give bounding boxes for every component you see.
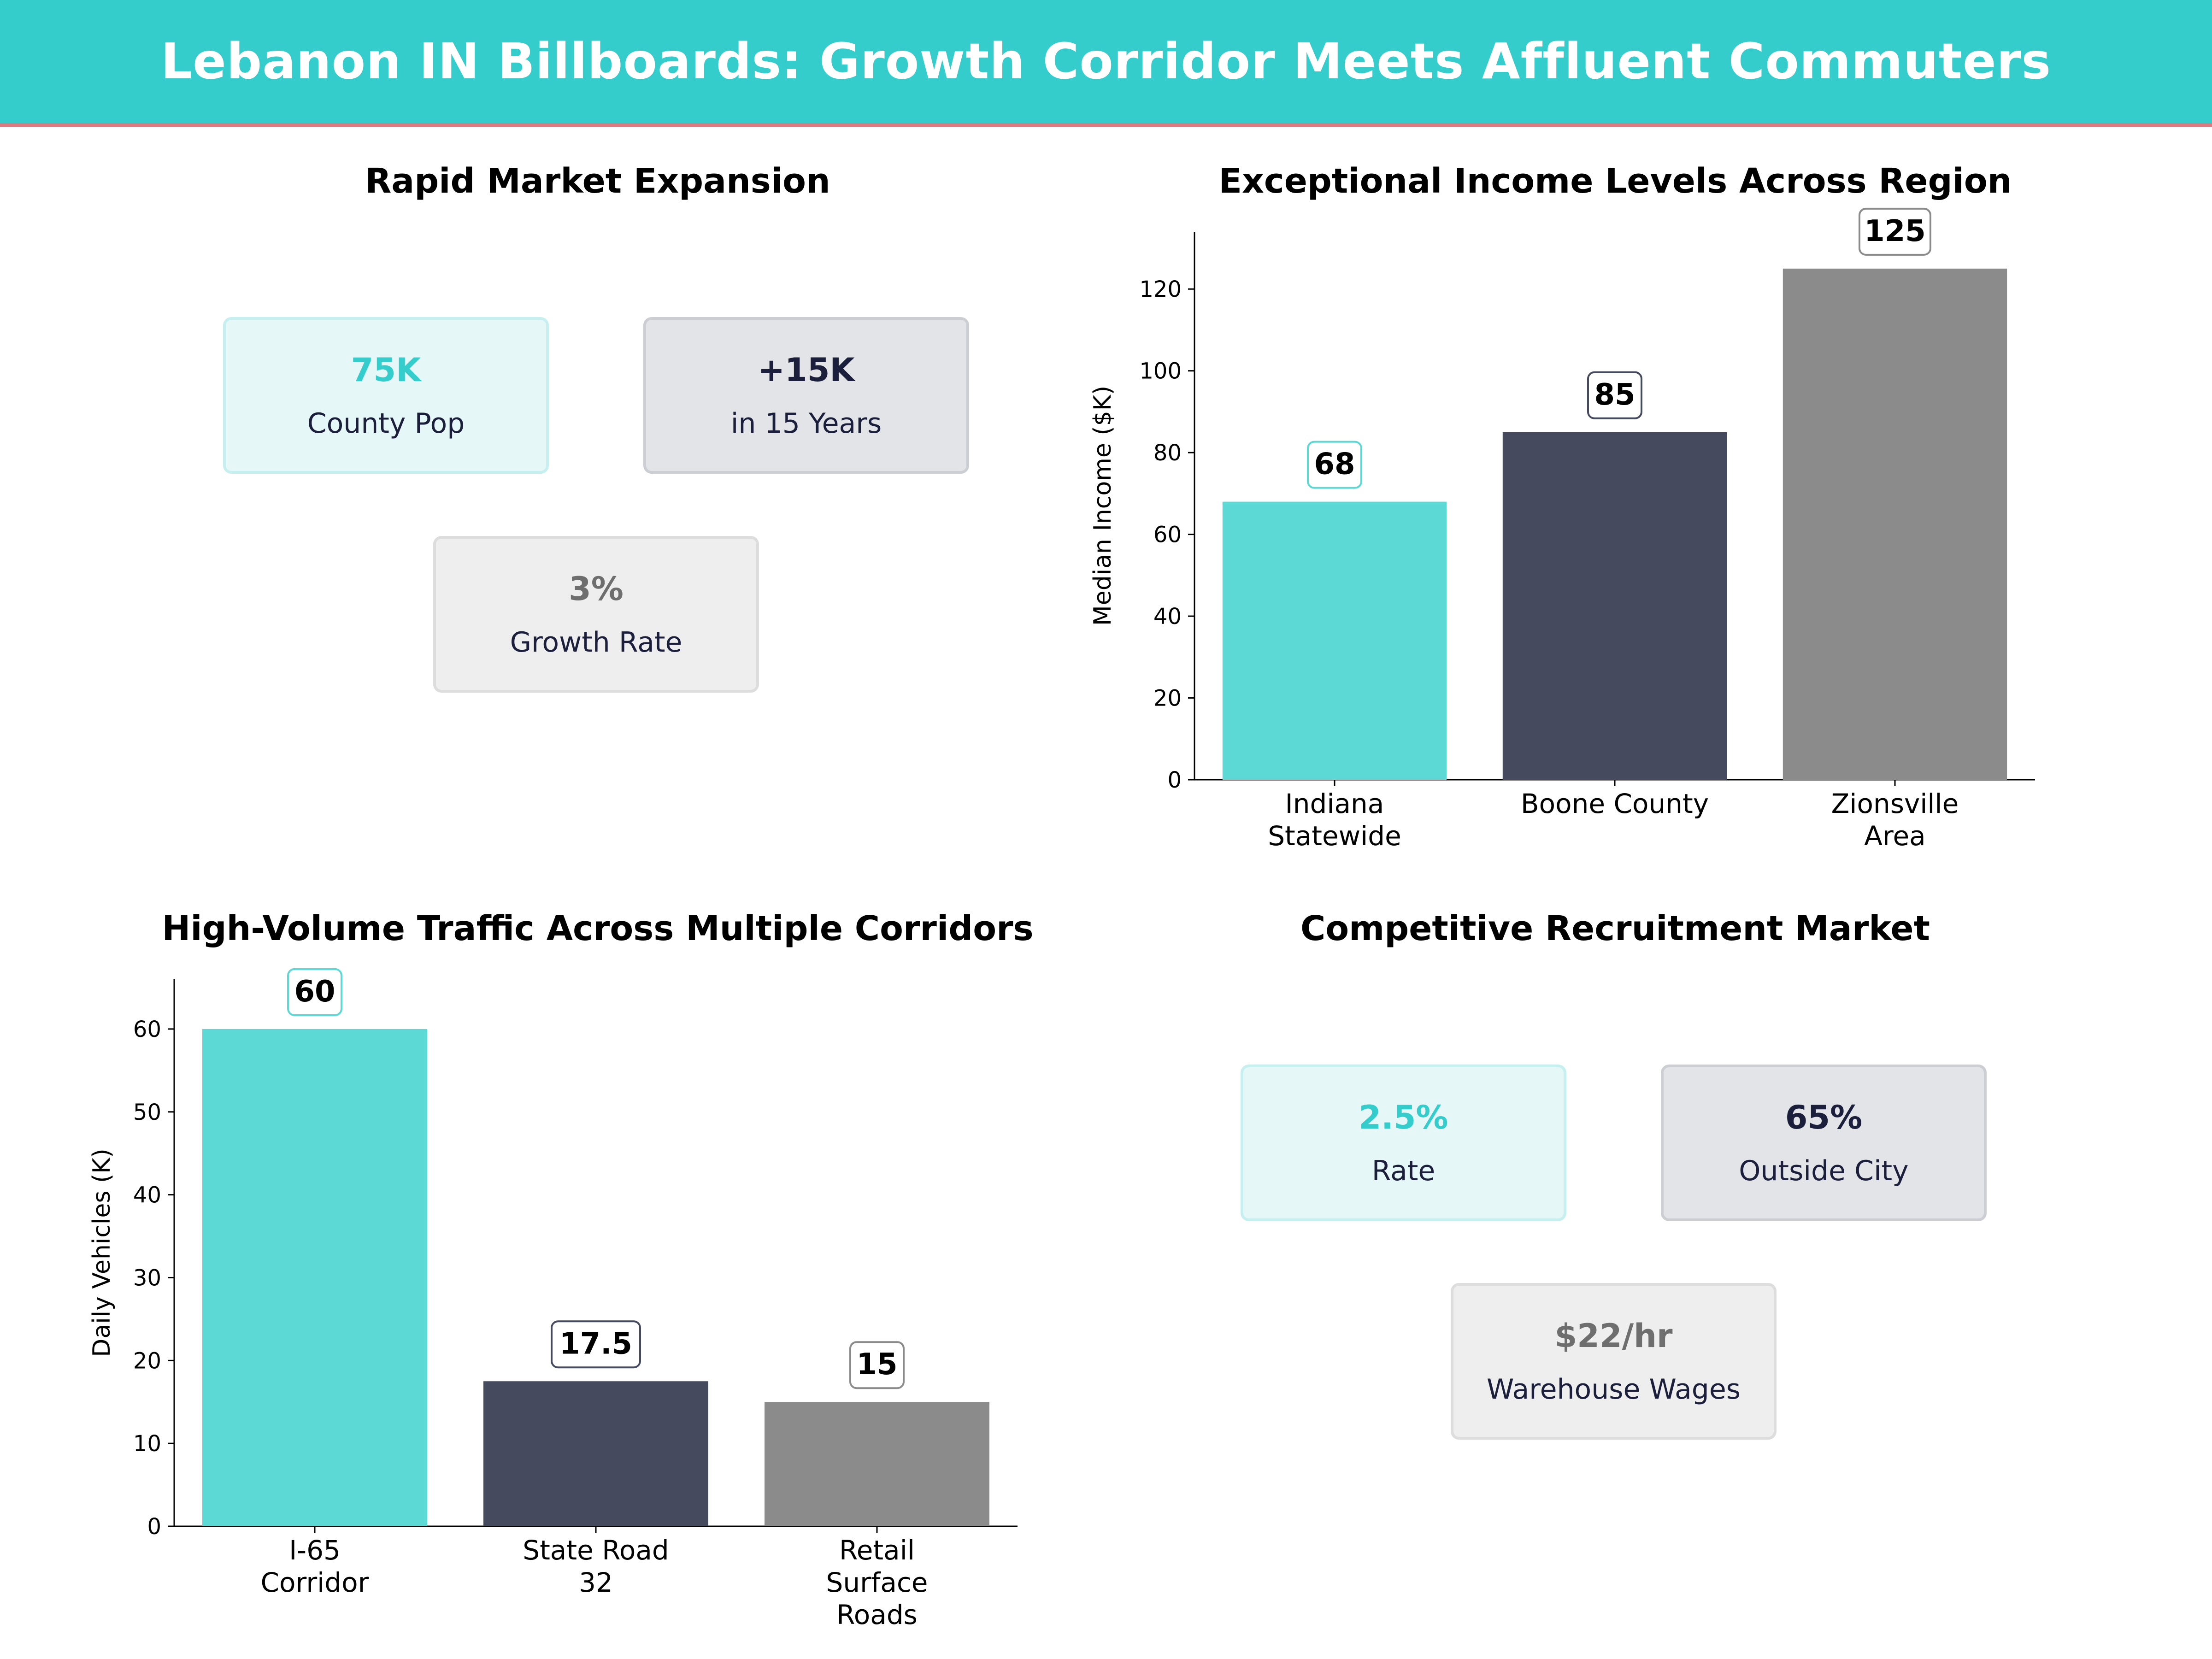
kpi-value: 75K	[351, 351, 421, 389]
data-label-box	[1859, 207, 1931, 256]
x-tick-label: Surface	[826, 1567, 928, 1598]
y-tick-label: 60	[1153, 522, 1182, 548]
data-label: 15	[856, 1347, 897, 1382]
data-label-box	[551, 1320, 641, 1369]
y-tick-label: 50	[133, 1100, 161, 1125]
data-label: 125	[1864, 214, 1926, 248]
x-tick-label: 32	[579, 1567, 613, 1598]
y-tick-label: 0	[147, 1514, 161, 1540]
y-tick-label: 100	[1139, 359, 1182, 384]
bar	[1783, 268, 2007, 780]
market-panel-title: Rapid Market Expansion	[365, 161, 830, 201]
y-tick-label: 120	[1139, 276, 1182, 302]
kpi-label: in 15 Years	[730, 407, 882, 440]
y-tick-label: 10	[133, 1431, 161, 1457]
y-axis-label: Median Income ($K)	[1089, 386, 1117, 626]
kpi-value: 3%	[569, 570, 624, 608]
kpi-value: 2.5%	[1359, 1099, 1448, 1136]
kpi-card-warehouse-wages: $22/hr Warehouse Wages	[1451, 1283, 1777, 1440]
bar	[202, 1029, 427, 1526]
income-panel-title: Exceptional Income Levels Across Region	[1218, 161, 2012, 201]
data-label-box	[1307, 441, 1362, 489]
kpi-label: Outside City	[1739, 1155, 1909, 1187]
kpi-value: 65%	[1785, 1099, 1863, 1136]
data-label: 68	[1314, 447, 1355, 482]
kpi-card-outside-city: 65% Outside City	[1661, 1065, 1987, 1221]
y-tick-label: 20	[133, 1348, 161, 1374]
x-tick-label: Indiana	[1285, 788, 1384, 819]
x-tick-label: Roads	[836, 1599, 918, 1630]
y-tick-label: 20	[1153, 686, 1182, 712]
recruit-panel-title: Competitive Recruitment Market	[1300, 909, 1930, 948]
kpi-card-growth-rate: 3% Growth Rate	[433, 536, 759, 693]
kpi-value: $22/hr	[1554, 1317, 1673, 1355]
data-label: 17.5	[559, 1327, 632, 1361]
y-tick-label: 60	[133, 1017, 161, 1042]
bar	[483, 1381, 708, 1526]
bar	[1502, 432, 1727, 780]
x-tick-label: Statewide	[1268, 820, 1401, 852]
x-tick-label: Area	[1864, 820, 1925, 852]
kpi-label: Rate	[1371, 1155, 1435, 1187]
y-tick-label: 40	[133, 1182, 161, 1208]
kpi-card-growth-15-years: +15K in 15 Years	[643, 317, 969, 474]
x-tick-label: Retail	[839, 1535, 915, 1566]
data-label-box	[287, 968, 342, 1016]
x-tick-label: Corridor	[261, 1567, 369, 1598]
y-axis-label: Daily Vehicles (K)	[88, 1148, 116, 1357]
data-label: 85	[1594, 378, 1635, 412]
data-label: 60	[294, 975, 335, 1009]
kpi-label: Growth Rate	[510, 626, 682, 659]
kpi-label: County Pop	[307, 407, 465, 440]
kpi-value: +15K	[758, 351, 855, 389]
data-label-box	[849, 1341, 905, 1389]
kpi-label: Warehouse Wages	[1486, 1373, 1741, 1406]
x-tick-label: I-65	[289, 1535, 341, 1566]
x-tick-label: State Road	[523, 1535, 669, 1566]
kpi-card-county-pop: 75K County Pop	[223, 317, 549, 474]
page-title: Lebanon IN Billboards: Growth Corridor M…	[160, 33, 2052, 90]
x-tick-label: Zionsville	[1831, 788, 1959, 819]
kpi-card-unemployment-rate: 2.5% Rate	[1241, 1065, 1566, 1221]
bar	[765, 1402, 989, 1526]
traffic-panel-title: High-Volume Traffic Across Multiple Corr…	[162, 909, 1034, 948]
bar	[1222, 501, 1447, 780]
header-banner: Lebanon IN Billboards: Growth Corridor M…	[0, 0, 2212, 127]
x-tick-label: Boone County	[1521, 788, 1709, 819]
y-tick-label: 0	[1167, 767, 1182, 793]
y-tick-label: 80	[1153, 440, 1182, 466]
data-label-box	[1587, 371, 1642, 419]
y-tick-label: 30	[133, 1265, 161, 1291]
y-tick-label: 40	[1153, 604, 1182, 629]
